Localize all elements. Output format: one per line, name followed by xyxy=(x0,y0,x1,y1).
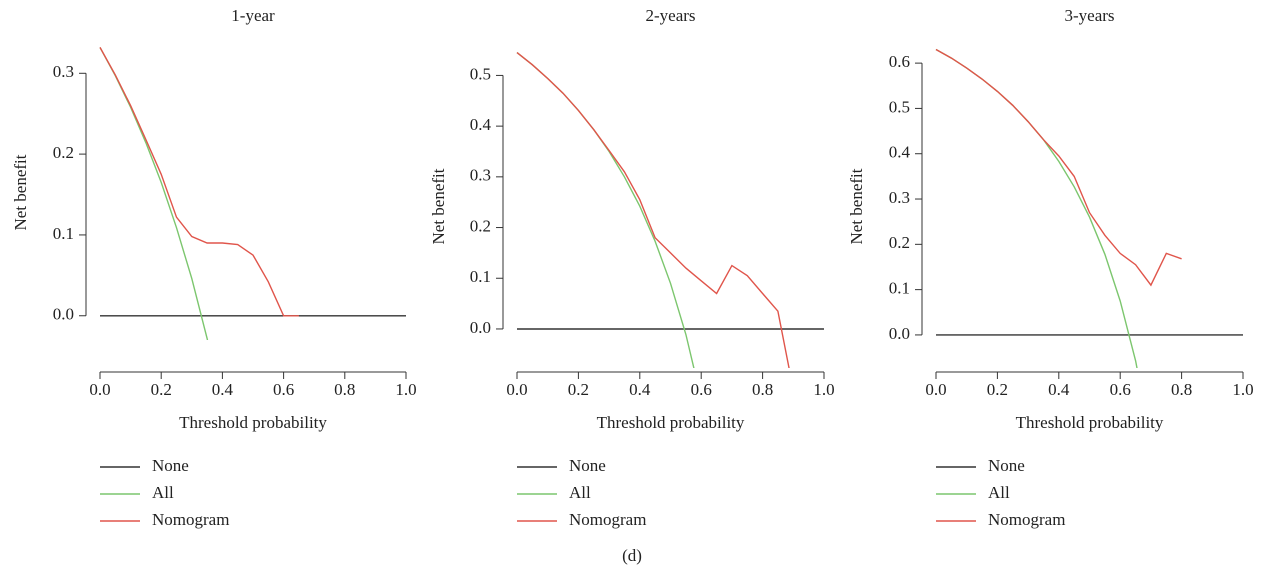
y-tick-label: 0.4 xyxy=(470,115,492,134)
legend-label: None xyxy=(988,456,1025,475)
legend-label: All xyxy=(152,483,174,502)
series-line xyxy=(935,48,1182,287)
panel-title: 3-years xyxy=(1064,6,1114,25)
x-tick-label: 0.4 xyxy=(629,380,651,399)
x-axis-label: Threshold probability xyxy=(179,413,327,432)
y-tick-label: 0.2 xyxy=(889,233,910,252)
x-tick-label: 0.8 xyxy=(752,380,773,399)
panel-title: 1-year xyxy=(231,6,275,25)
panel-title: 2-years xyxy=(645,6,695,25)
x-tick-label: 1.0 xyxy=(813,380,834,399)
y-tick-label: 0.5 xyxy=(889,97,910,116)
series-line xyxy=(516,52,695,368)
x-axis-label: Threshold probability xyxy=(1016,413,1164,432)
y-tick-label: 0.3 xyxy=(53,62,74,81)
legend-label: None xyxy=(152,456,189,475)
y-tick-label: 0.1 xyxy=(470,267,491,286)
y-tick-label: 0.5 xyxy=(470,64,491,83)
y-tick-label: 0.0 xyxy=(53,305,74,324)
x-tick-label: 0.2 xyxy=(987,380,1008,399)
y-tick-label: 0.0 xyxy=(889,324,910,343)
x-tick-label: 0.2 xyxy=(151,380,172,399)
legend-label: None xyxy=(569,456,606,475)
legend-label: Nomogram xyxy=(569,510,646,529)
caption: (d) xyxy=(622,546,642,565)
y-tick-label: 0.1 xyxy=(889,279,910,298)
y-axis-label: Net benefit xyxy=(429,168,448,244)
legend-label: Nomogram xyxy=(988,510,1065,529)
y-tick-label: 0.3 xyxy=(889,188,910,207)
x-tick-label: 0.6 xyxy=(691,380,712,399)
y-tick-label: 0.1 xyxy=(53,224,74,243)
series-line xyxy=(99,47,209,340)
x-axis-label: Threshold probability xyxy=(597,413,745,432)
x-tick-label: 0.6 xyxy=(273,380,294,399)
x-tick-label: 0.0 xyxy=(506,380,527,399)
x-tick-label: 0.8 xyxy=(334,380,355,399)
y-tick-label: 0.3 xyxy=(470,166,491,185)
legend-label: Nomogram xyxy=(152,510,229,529)
x-tick-label: 0.8 xyxy=(1171,380,1192,399)
y-tick-label: 0.0 xyxy=(470,318,491,337)
legend-label: All xyxy=(569,483,591,502)
y-axis-label: Net benefit xyxy=(847,168,866,244)
series-line xyxy=(99,47,299,317)
x-tick-label: 1.0 xyxy=(395,380,416,399)
y-tick-label: 0.2 xyxy=(470,216,491,235)
x-tick-label: 0.0 xyxy=(925,380,946,399)
legend-label: All xyxy=(988,483,1010,502)
y-axis-label: Net benefit xyxy=(11,154,30,230)
series-line xyxy=(516,52,790,368)
x-tick-label: 0.4 xyxy=(212,380,234,399)
y-tick-label: 0.2 xyxy=(53,143,74,162)
x-tick-label: 0.6 xyxy=(1110,380,1131,399)
x-tick-label: 0.2 xyxy=(568,380,589,399)
y-tick-label: 0.6 xyxy=(889,52,910,71)
y-tick-label: 0.4 xyxy=(889,143,911,162)
x-tick-label: 0.4 xyxy=(1048,380,1070,399)
x-tick-label: 1.0 xyxy=(1232,380,1253,399)
x-tick-label: 0.0 xyxy=(89,380,110,399)
